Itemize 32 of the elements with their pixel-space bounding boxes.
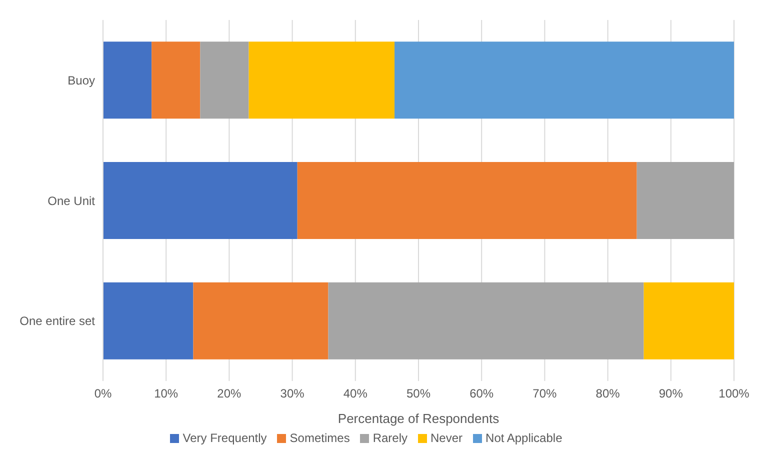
x-tick-label: 60% xyxy=(470,386,494,401)
bar xyxy=(297,162,637,239)
x-tick-label: 100% xyxy=(718,386,750,401)
legend-label: Rarely xyxy=(372,431,408,445)
x-tick-label: 30% xyxy=(280,386,305,401)
bar xyxy=(103,282,194,360)
legend-label: Sometimes xyxy=(290,431,350,445)
bar xyxy=(103,162,298,239)
x-tick-label: 70% xyxy=(532,386,558,401)
x-tick-label: 50% xyxy=(406,386,431,401)
x-tick-label: 10% xyxy=(154,386,178,401)
x-tick-label: 20% xyxy=(217,386,242,401)
legend-label: Not Applicable xyxy=(486,431,562,445)
bar xyxy=(200,42,249,119)
bar xyxy=(103,42,152,119)
bar xyxy=(328,282,644,360)
bar xyxy=(248,42,395,119)
legend-label: Very Frequently xyxy=(182,431,267,445)
x-tick-label: 90% xyxy=(658,386,684,401)
y-tick-label: Buoy xyxy=(68,73,95,88)
legend-label: Never xyxy=(430,431,463,445)
bar xyxy=(394,42,734,119)
y-tick-label: One Unit xyxy=(48,194,96,208)
x-tick-label: 40% xyxy=(343,386,368,401)
bar xyxy=(636,162,734,239)
x-tick-label: 80% xyxy=(596,386,620,401)
y-tick-label: One entire set xyxy=(20,314,96,328)
x-axis-title: Percentage of Respondents xyxy=(338,411,500,426)
x-tick-label: 0% xyxy=(94,386,112,401)
bar xyxy=(193,282,328,360)
bar xyxy=(152,42,200,119)
bar xyxy=(644,282,734,360)
